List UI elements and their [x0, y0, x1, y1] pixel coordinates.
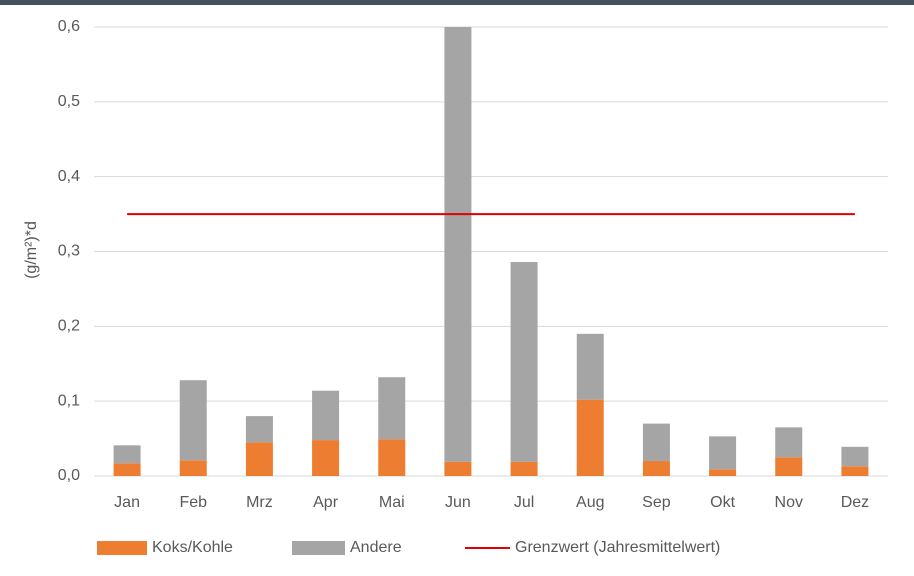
- x-tick-label: Nov: [775, 494, 803, 511]
- bar-segment: [775, 457, 803, 476]
- x-tick-label: Apr: [313, 494, 339, 511]
- x-tick-label: Jul: [514, 494, 534, 511]
- bar-segment: [709, 436, 737, 470]
- x-tick-label: Jun: [445, 494, 471, 511]
- bar-segment: [312, 390, 340, 441]
- bar-segment: [510, 261, 538, 462]
- y-tick-label: 0,1: [58, 392, 80, 409]
- legend-label: Andere: [350, 539, 402, 556]
- bar-segment: [709, 469, 737, 476]
- x-tick-label: Mrz: [246, 494, 273, 511]
- bar-segment: [576, 333, 604, 400]
- bar-segment: [179, 380, 207, 461]
- bar-segment: [642, 423, 670, 462]
- x-tick-label: Mai: [379, 494, 405, 511]
- bar-segment: [179, 460, 207, 476]
- legend-swatch: [97, 541, 147, 555]
- bar-segment: [642, 461, 670, 476]
- y-tick-label: 0,4: [58, 168, 80, 185]
- bar-segment: [444, 27, 472, 462]
- y-tick-label: 0,2: [58, 318, 80, 335]
- legend-label: Koks/Kohle: [152, 539, 233, 556]
- legend-label: Grenzwert (Jahresmittelwert): [515, 539, 720, 556]
- bar-segment: [113, 445, 141, 464]
- bar-segment: [378, 377, 406, 440]
- bar-segment: [841, 466, 869, 476]
- y-tick-label: 0,0: [58, 467, 80, 484]
- y-axis-label: (g/m²)*d: [23, 221, 40, 279]
- bar-segment: [775, 427, 803, 458]
- top-band: [0, 0, 914, 5]
- y-tick-label: 0,6: [58, 18, 80, 35]
- bar-segment: [841, 446, 869, 467]
- x-tick-label: Sep: [642, 494, 671, 511]
- x-tick-label: Aug: [576, 494, 604, 511]
- x-tick-label: Okt: [710, 494, 735, 511]
- bar-segment: [245, 442, 273, 476]
- bar-segment: [510, 461, 538, 476]
- y-tick-label: 0,5: [58, 93, 80, 110]
- bar-segment: [245, 416, 273, 443]
- y-tick-label: 0,3: [58, 243, 80, 260]
- legend-swatch: [292, 541, 345, 555]
- bar-segment: [444, 461, 472, 476]
- bar-segment: [378, 439, 406, 476]
- x-tick-label: Feb: [179, 494, 207, 511]
- bar-segment: [576, 399, 604, 476]
- x-tick-label: Dez: [841, 494, 869, 511]
- bar-segment: [312, 440, 340, 476]
- bar-segment: [113, 463, 141, 476]
- x-tick-label: Jan: [114, 494, 140, 511]
